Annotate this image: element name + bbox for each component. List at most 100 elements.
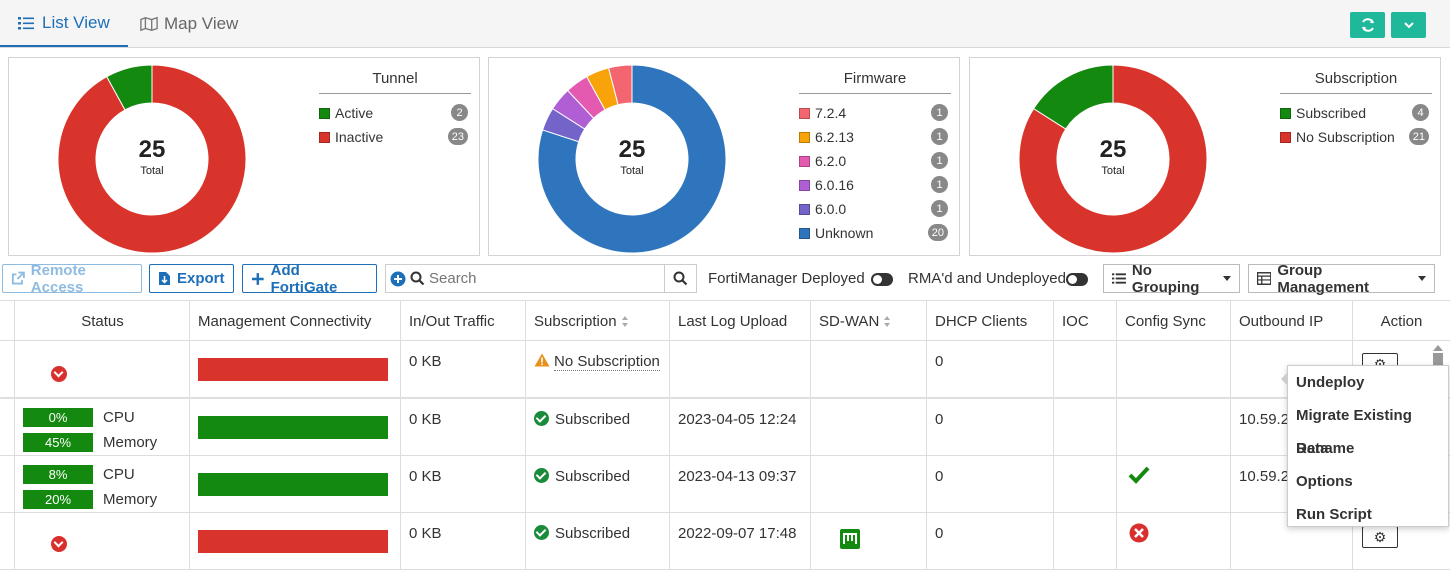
add-fortigate-label: Add FortiGate (270, 261, 338, 296)
tab-list-view[interactable]: List View (0, 0, 128, 47)
legend-item[interactable]: Inactive 23 (319, 125, 471, 149)
firmware-donut-chart (537, 64, 727, 254)
status-cell (14, 513, 190, 569)
sdwan-icon[interactable] (839, 528, 861, 550)
subscription-status[interactable]: No Subscription (554, 353, 660, 371)
column-header-sdwan[interactable]: SD-WAN (810, 301, 926, 341)
last-log-cell: 2023-04-05 12:24 (669, 399, 811, 455)
legend-label: Inactive (335, 129, 384, 145)
column-label: Outbound IP (1239, 312, 1324, 330)
search-submit-button[interactable] (664, 265, 696, 292)
table-row[interactable]: 8% CPU 20% Memory 0 KB Subscribed 2023-0… (0, 456, 1450, 513)
subscription-cell: No Subscription (525, 341, 670, 397)
last-log-cell: 2022-09-07 17:48 (669, 513, 811, 569)
menu-item-run-script[interactable]: Run Script (1296, 506, 1372, 523)
donut-segment-active[interactable] (106, 64, 153, 111)
column-header-ioc[interactable]: IOC (1053, 301, 1117, 341)
tunnel-total: 25 Total (57, 136, 247, 177)
table-row[interactable]: 0 KB No Subscription 0 ⚙ (0, 341, 1450, 398)
donut-segment-7-2-4[interactable] (608, 64, 633, 106)
refresh-icon (1361, 18, 1374, 32)
connectivity-cell (189, 456, 400, 512)
caret-down-icon (1418, 276, 1426, 281)
rma-undeployed-label: RMA'd and Undeployed (908, 270, 1066, 287)
subscription-cell: Subscribed (525, 513, 670, 569)
subscription-legend-title: Subscription (1280, 70, 1432, 94)
legend-item[interactable]: No Subscription 21 (1280, 125, 1432, 149)
menu-item-undeploy[interactable]: Undeploy (1296, 374, 1365, 391)
config-sync-cell (1116, 513, 1231, 569)
menu-item-rename[interactable]: Rename (1296, 440, 1355, 457)
remote-access-label: Remote Access (30, 261, 86, 296)
legend-swatch (799, 179, 810, 191)
rma-undeployed-toggle[interactable] (1066, 273, 1088, 286)
donut-segment-inactive[interactable] (57, 64, 247, 254)
legend-count-badge: 21 (1408, 128, 1429, 145)
remote-access-button[interactable]: Remote Access (2, 261, 142, 296)
donut-segment-unknown[interactable] (537, 64, 727, 254)
add-fortigate-button[interactable]: Add FortiGate (242, 261, 377, 296)
refresh-button[interactable] (1350, 12, 1385, 38)
subscription-total-label: Total (1101, 165, 1125, 177)
legend-label: Unknown (815, 225, 874, 241)
warning-icon (534, 353, 550, 367)
menu-pointer (1281, 372, 1288, 386)
legend-label: 6.2.13 (815, 129, 854, 145)
firmware-widget: 25 Total Firmware 7.2.4 1 6.2.13 1 6.2.0 1 6.0… (488, 57, 960, 256)
menu-item-options[interactable]: Options (1296, 473, 1353, 490)
legend-item[interactable]: Subscribed 4 (1280, 101, 1432, 125)
sdwan-cell (810, 456, 926, 512)
caret-down-icon (1223, 276, 1231, 281)
tunnel-legend: Tunnel Active 2 Inactive 23 (319, 70, 471, 149)
legend-item[interactable]: 6.0.16 1 (799, 173, 951, 197)
connectivity-bar (198, 416, 388, 439)
column-header-management-connectivity[interactable]: Management Connectivity (189, 301, 400, 341)
tunnel-donut-chart (57, 64, 247, 254)
more-options-button[interactable] (1391, 12, 1426, 38)
legend-label: 6.0.16 (815, 177, 854, 193)
legend-item[interactable]: Unknown 20 (799, 221, 951, 245)
grouping-dropdown[interactable]: No Grouping (1103, 261, 1240, 296)
export-button[interactable]: Export (149, 264, 234, 293)
column-label: Status (81, 312, 124, 330)
config-sync-cell (1116, 399, 1231, 455)
donut-segment-no-subscription[interactable] (1018, 64, 1208, 254)
search-input[interactable] (429, 265, 669, 292)
table-toolbar: Remote Access Export Add FortiGate Forti… (0, 261, 1450, 296)
traffic-cell: 0 KB (400, 399, 525, 455)
legend-swatch (319, 131, 330, 143)
scrollbar[interactable] (1433, 345, 1444, 375)
fortimanager-deployed-toggle[interactable] (871, 273, 893, 286)
menu-item-migrate-existing-data[interactable]: Migrate Existing Data (1296, 407, 1412, 457)
check-circle-icon (534, 525, 549, 540)
legend-item[interactable]: 6.2.13 1 (799, 125, 951, 149)
scroll-thumb[interactable] (1433, 353, 1443, 371)
table-row[interactable]: 0 KB Subscribed 2022-09-07 17:48 0 ⚙ (0, 513, 1450, 570)
scroll-up-arrow[interactable] (1433, 345, 1443, 351)
ioc-cell (1053, 513, 1117, 569)
table-row[interactable]: 0% CPU 45% Memory 0 KB Subscribed 2023-0… (0, 399, 1450, 456)
column-header-traffic[interactable]: In/Out Traffic (400, 301, 525, 341)
last-log-cell: 2023-04-13 09:37 (669, 456, 811, 512)
column-header-last-log-upload[interactable]: Last Log Upload (669, 301, 811, 341)
subscription-widget: 25 Total Subscription Subscribed 4 No Subs… (969, 57, 1441, 256)
grouping-label: No Grouping (1131, 261, 1200, 296)
column-header-dhcp-clients[interactable]: DHCP Clients (926, 301, 1054, 341)
legend-item[interactable]: Active 2 (319, 101, 471, 125)
group-management-dropdown[interactable]: Group Management (1248, 262, 1435, 296)
add-filter-icon[interactable] (390, 271, 406, 287)
sort-icon (621, 315, 629, 327)
donut-segment-subscribed[interactable] (1032, 64, 1114, 130)
device-table: Status Management Connectivity In/Out Tr… (0, 300, 1450, 570)
tunnel-total-label: Total (140, 165, 164, 177)
subscription-total: 25 Total (1018, 136, 1208, 177)
column-label: DHCP Clients (935, 312, 1028, 330)
column-header-config-sync[interactable]: Config Sync (1116, 301, 1231, 341)
tab-map-view[interactable]: Map View (122, 0, 256, 47)
legend-item[interactable]: 7.2.4 1 (799, 101, 951, 125)
column-header-outbound-ip[interactable]: Outbound IP (1230, 301, 1352, 341)
column-header-status[interactable]: Status (14, 301, 190, 341)
legend-item[interactable]: 6.2.0 1 (799, 149, 951, 173)
column-header-subscription[interactable]: Subscription (525, 301, 670, 341)
legend-item[interactable]: 6.0.0 1 (799, 197, 951, 221)
